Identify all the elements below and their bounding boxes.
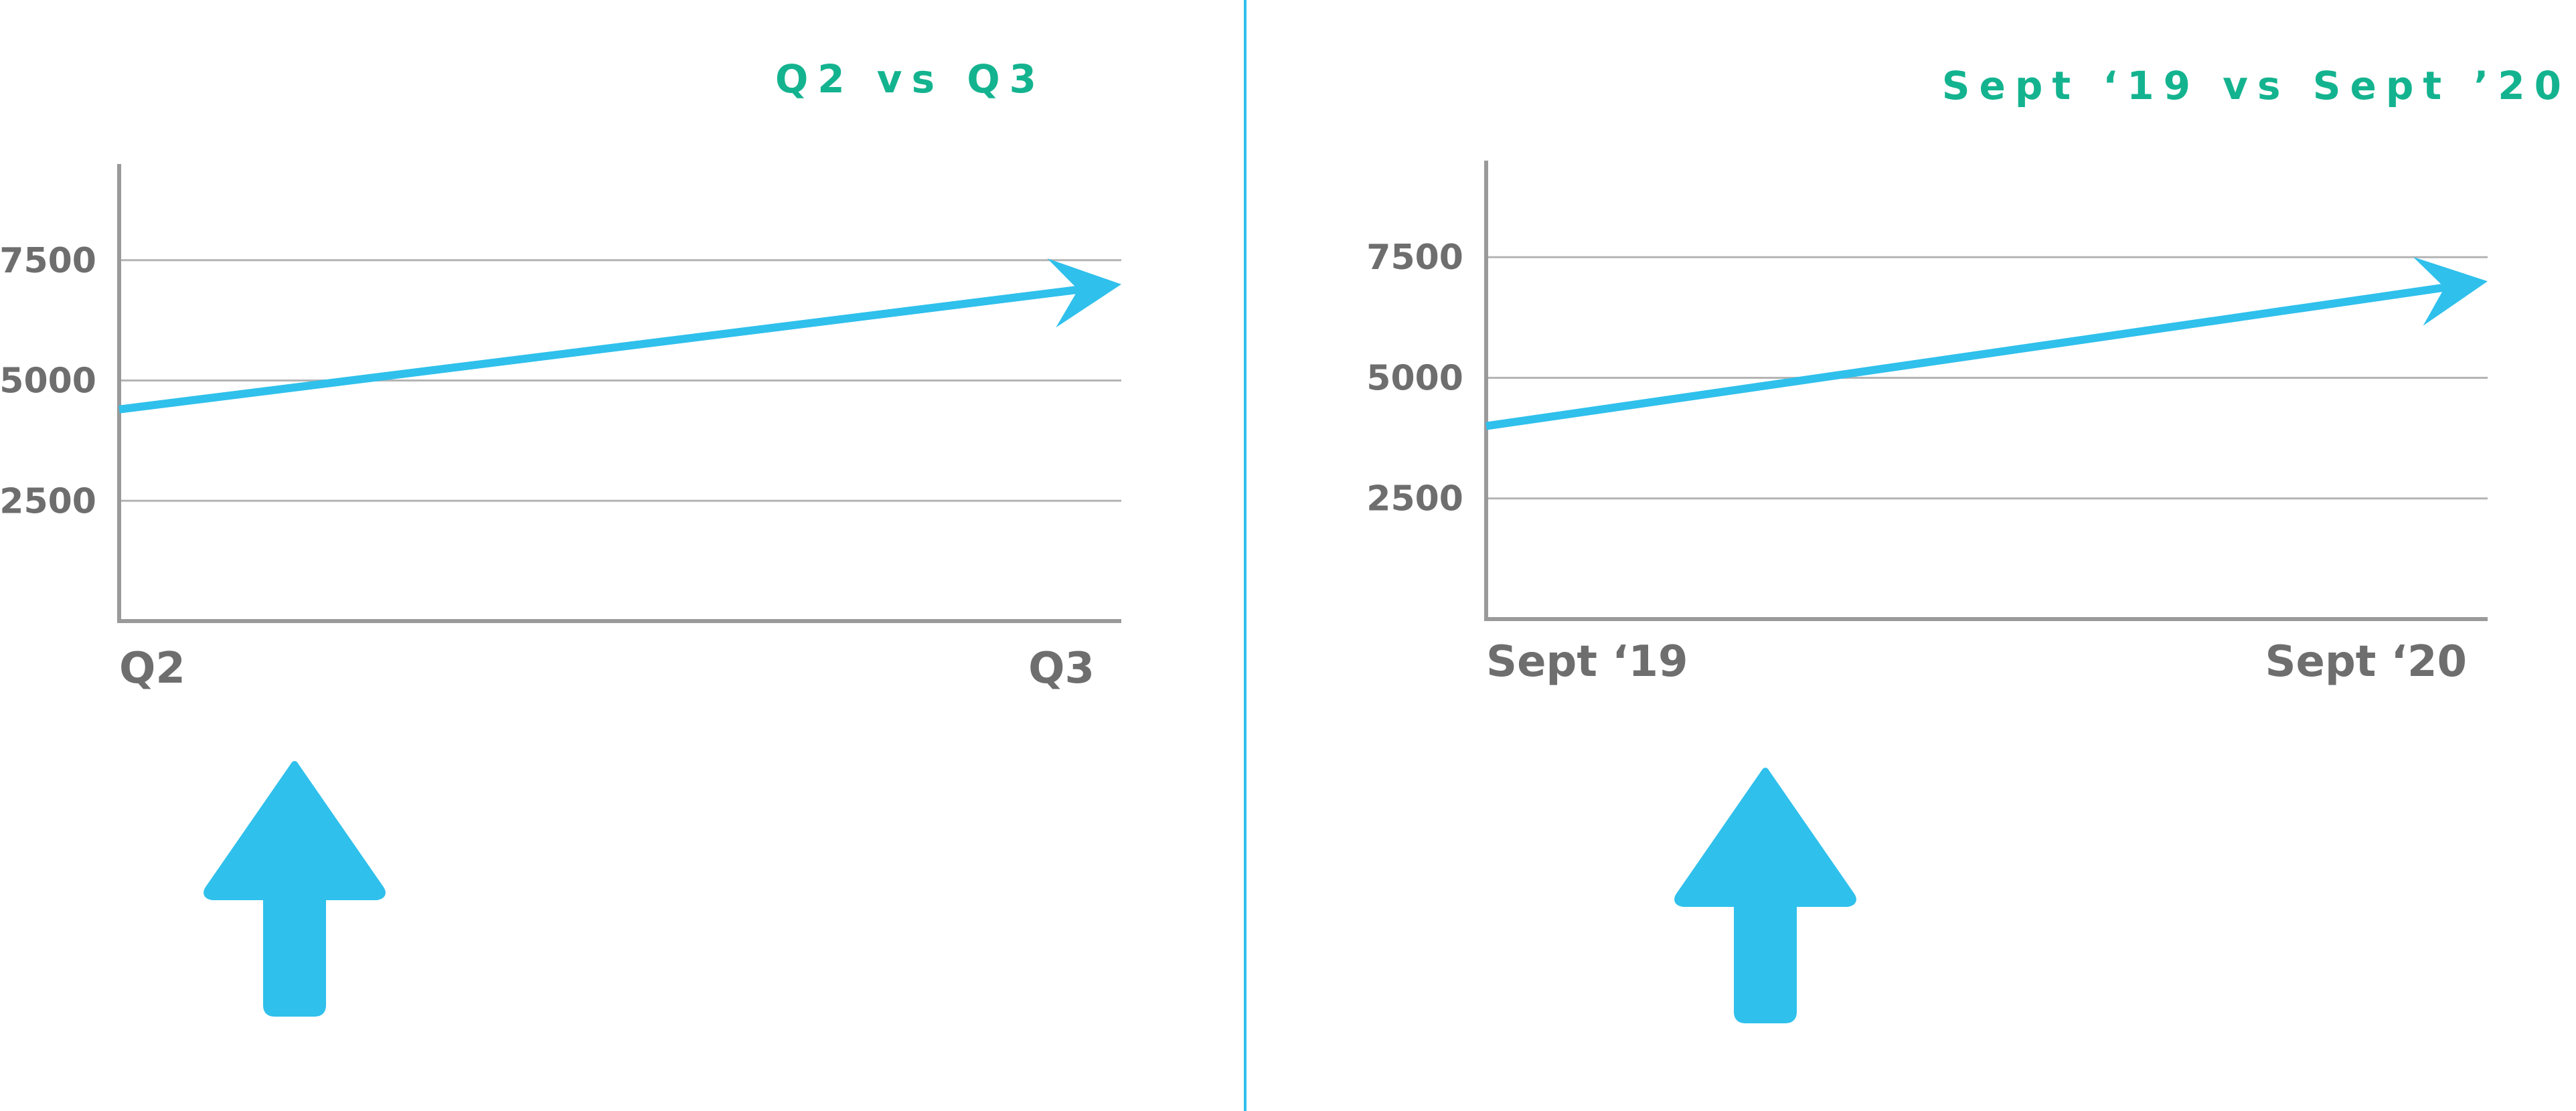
chart-2: Sept ‘19 vs Sept ’20 2500 5000 7500 Sept ‘19… [1366,63,2571,1023]
trend-line [1485,283,2445,430]
y-tick-label: 5000 [1366,358,1463,398]
y-tick-label: 7500 [0,241,96,281]
y-tick-label: 5000 [0,361,96,402]
trend-arrow-icon [1047,258,1121,328]
chart-1: Q2 vs Q3 2500 5000 7500 Q2 Q3 [0,56,1121,1017]
trend-line [118,285,1079,414]
chart-title: Sept ‘19 vs Sept ’20 [1942,63,2571,108]
x-tick-label: Q2 [119,644,185,693]
x-tick-label: Sept ‘19 [1486,637,1688,687]
chart-title: Q2 vs Q3 [775,56,1046,102]
x-tick-label: Q3 [1028,644,1095,693]
up-arrow-icon [1674,768,1856,1023]
y-tick-label: 2500 [0,481,96,521]
up-arrow-icon [204,761,386,1017]
y-tick-label: 2500 [1366,479,1463,519]
x-tick-label: Sept ‘20 [2265,637,2467,687]
y-tick-label: 7500 [1366,238,1463,278]
trend-arrow-icon [2413,256,2488,326]
